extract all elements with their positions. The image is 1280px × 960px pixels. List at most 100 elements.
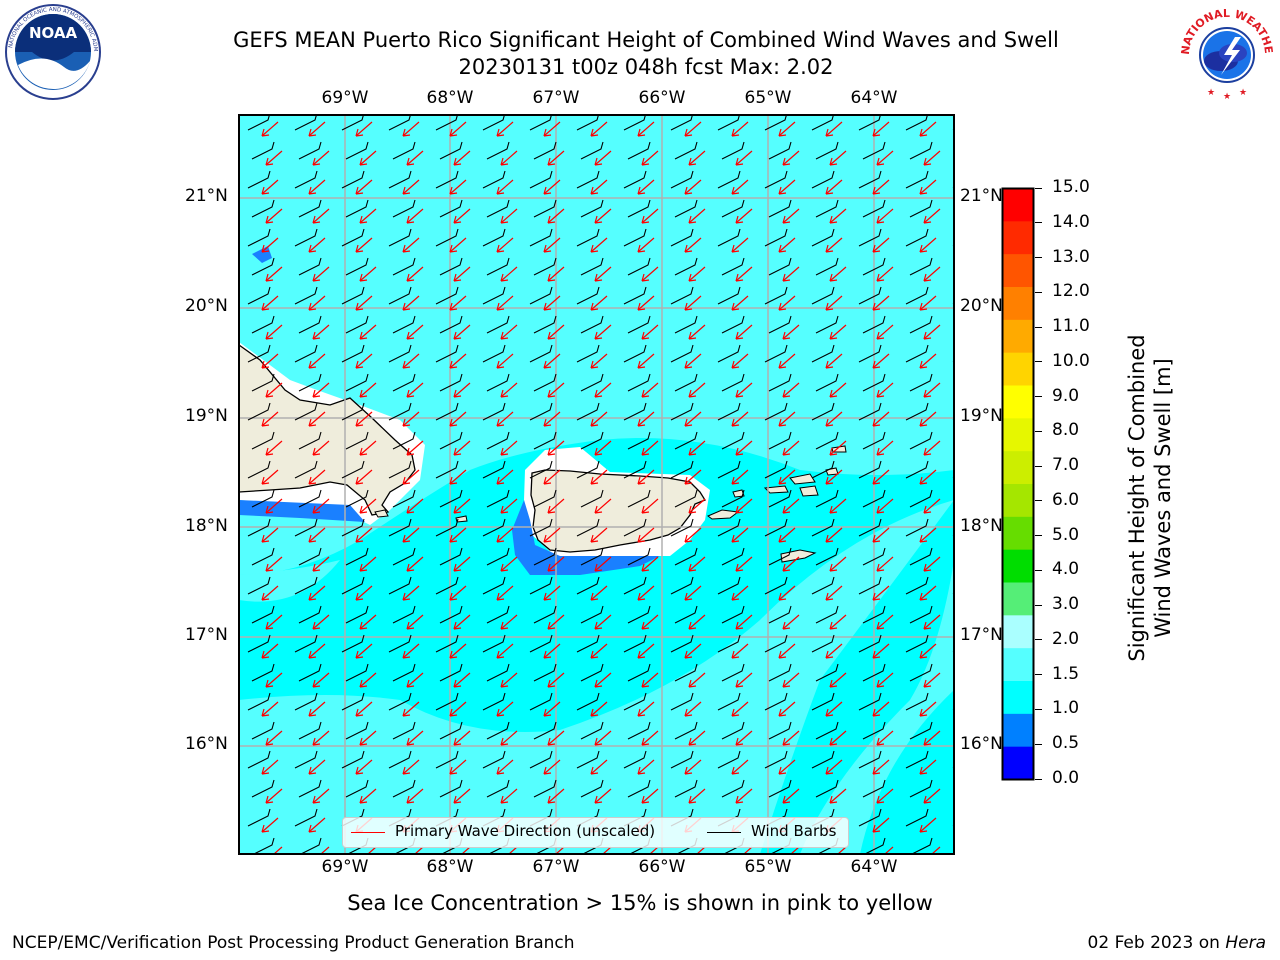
wave-direction-arrow — [919, 295, 937, 311]
colorbar-tick-mark — [1035, 569, 1042, 571]
lat-label-right: 18°N — [960, 516, 1003, 536]
wind-barb — [858, 692, 882, 711]
wind-barb — [768, 663, 792, 682]
wave-direction-arrow — [778, 411, 796, 427]
wind-barb — [858, 344, 882, 363]
wind-barb — [439, 315, 463, 334]
wave-direction-arrow — [455, 846, 471, 854]
wave-direction-arrow — [684, 295, 702, 311]
wind-barb — [435, 228, 459, 247]
wind-barb — [764, 344, 788, 363]
wind-barb — [482, 402, 506, 421]
wind-barb — [905, 808, 929, 827]
wave-direction-arrow — [590, 353, 608, 369]
chart-subtitle: 20230131 t00z 048h fcst Max: 2.02 — [458, 55, 834, 79]
wind-barb — [627, 315, 651, 334]
wind-barb — [768, 373, 792, 392]
lon-label-top: 65°W — [744, 88, 792, 108]
wind-barb — [435, 750, 459, 769]
wind-barb — [623, 692, 647, 711]
wave-direction-arrow — [449, 237, 467, 253]
wave-direction-arrow — [919, 701, 937, 717]
wind-barb — [529, 576, 553, 595]
wave-direction-arrow — [641, 614, 659, 630]
wind-barb — [341, 228, 365, 247]
wind-barb — [670, 228, 694, 247]
wave-direction-arrow — [312, 788, 330, 804]
noaa-logo: NOAA NATIONAL OCEANIC AND ATMOSPHERIC AD… — [1, 0, 102, 101]
wave-direction-arrow — [265, 672, 283, 688]
wind-barb — [533, 721, 557, 740]
wind-barb — [251, 489, 275, 508]
colorbar-segment — [1002, 221, 1034, 255]
wave-direction-arrow — [923, 324, 941, 340]
wave-direction-arrow — [312, 208, 330, 224]
wind-barb — [529, 286, 553, 305]
footer-date: 02 Feb 2023 on Hera — [1088, 933, 1266, 953]
wind-barb — [435, 576, 459, 595]
wave-direction-arrow — [923, 614, 941, 630]
wind-barb — [345, 141, 369, 160]
wave-direction-arrow — [500, 672, 518, 688]
wind-barb — [858, 402, 882, 421]
wave-direction-arrow — [543, 701, 561, 717]
wind-barb — [435, 692, 459, 711]
wave-direction-arrow — [925, 846, 941, 854]
wave-direction-arrow — [308, 237, 326, 253]
colorbar-tick-mark — [1035, 326, 1042, 328]
sea-ice-note: Sea Ice Concentration > 15% is shown in … — [347, 891, 933, 915]
wind-barb — [764, 286, 788, 305]
wind-barb — [533, 315, 557, 334]
wave-direction-arrow — [778, 585, 796, 601]
wave-direction-arrow — [923, 672, 941, 688]
colorbar-tick-label: 14.0 — [1052, 211, 1090, 232]
wind-barb — [768, 315, 792, 334]
wave-direction-arrow — [825, 527, 843, 543]
wind-barb — [623, 518, 647, 537]
wave-direction-arrow — [547, 382, 565, 398]
wave-direction-arrow — [872, 179, 890, 195]
colorbar-tick-mark — [1035, 291, 1042, 293]
wind-barb — [627, 547, 651, 566]
wind-barb — [533, 431, 557, 450]
wind-barb — [486, 663, 510, 682]
wind-barb — [298, 199, 322, 218]
wind-barb — [764, 750, 788, 769]
lon-label-bottom: 69°W — [321, 857, 369, 877]
wave-direction-arrow — [923, 498, 941, 514]
wind-barb — [482, 750, 506, 769]
wave-direction-arrow — [261, 353, 279, 369]
wave-direction-swatch — [351, 832, 385, 833]
wave-direction-arrows — [261, 121, 941, 854]
wind-barb — [627, 257, 651, 276]
wave-direction-arrow — [453, 440, 471, 456]
wind-barb — [909, 315, 933, 334]
wind-barb — [294, 576, 318, 595]
wind-barb — [392, 141, 416, 160]
wave-direction-arrow — [500, 382, 518, 398]
wave-direction-arrow — [641, 440, 659, 456]
wave-direction-arrow — [265, 788, 283, 804]
wave-direction-arrow — [261, 527, 279, 543]
wind-barb — [529, 460, 553, 479]
wind-barb — [576, 402, 600, 421]
wind-barb — [717, 402, 741, 421]
wave-direction-arrow — [359, 440, 377, 456]
wave-direction-arrow — [265, 440, 283, 456]
wave-direction-arrow — [449, 353, 467, 369]
wave-direction-arrow — [402, 469, 420, 485]
wave-direction-arrow — [876, 788, 894, 804]
wind-barb — [392, 663, 416, 682]
wind-barb — [721, 257, 745, 276]
wave-direction-arrow — [641, 672, 659, 688]
wind-barb-swatch — [707, 832, 741, 833]
wind-barb — [674, 315, 698, 334]
wave-direction-arrow — [829, 440, 847, 456]
wave-direction-arrow — [406, 324, 424, 340]
wind-barb — [576, 170, 600, 189]
wind-barb — [576, 228, 600, 247]
chart-title: GEFS MEAN Puerto Rico Significant Height… — [233, 28, 1059, 52]
wave-direction-arrow — [496, 585, 514, 601]
graticule — [239, 115, 954, 854]
wave-direction-arrow — [872, 237, 890, 253]
